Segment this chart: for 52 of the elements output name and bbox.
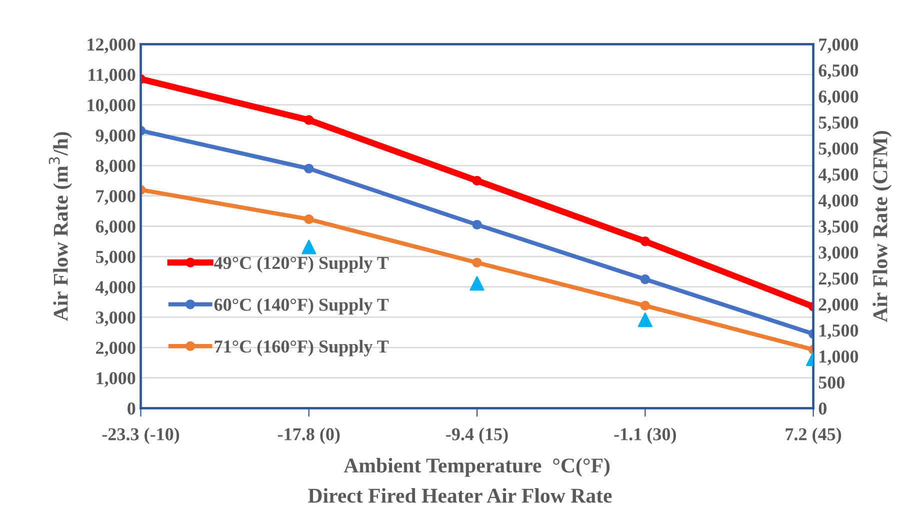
y-tick-label: 2,000 xyxy=(96,342,136,357)
point xyxy=(472,176,482,186)
y2-tick-label: 1,000 xyxy=(820,350,858,366)
x-axis-title: Ambient Temperature °C(°F) xyxy=(344,458,610,477)
y-tick-label: 1,000 xyxy=(96,372,136,387)
x-tick-label: -17.8 (0) xyxy=(278,428,340,444)
y2-tick-label: 4,000 xyxy=(818,194,858,210)
legend-label: 60°C (140°F) Supply T xyxy=(214,298,389,315)
y-tick-label: 5,000 xyxy=(96,250,136,266)
y-tick-label: 3,000 xyxy=(96,311,136,326)
point xyxy=(472,220,482,230)
y-tick-label: 7,000 xyxy=(96,190,136,205)
y-tick-label: 4,000 xyxy=(96,281,136,296)
y2-tick-label: 2,500 xyxy=(818,272,858,288)
x-tick-label: -23.3 (-10) xyxy=(102,428,180,444)
y-tick-label: 0 xyxy=(128,402,136,415)
point xyxy=(470,276,484,291)
y2-tick-label: 500 xyxy=(818,376,845,389)
point xyxy=(304,164,314,174)
y2-tick-label: 0 xyxy=(818,402,826,415)
legend-label: 71°C (160°F) Supply T xyxy=(214,340,389,356)
point xyxy=(304,115,314,125)
legend-label: 49°C (120°F) Supply T xyxy=(214,256,389,273)
y-tick-label: 9,000 xyxy=(96,129,136,144)
y-tick-label: 10,000 xyxy=(88,99,136,114)
y2-tick-label: 5,000 xyxy=(818,142,858,158)
point xyxy=(302,240,316,254)
y-tick-label: 8,000 xyxy=(96,160,136,175)
y-tick-label: 11,000 xyxy=(88,68,136,84)
y2-tick-label: 3,500 xyxy=(818,220,858,236)
y-axis-title: Air Flow Rate (m$^{3}$/h) xyxy=(48,132,72,321)
point xyxy=(640,300,650,311)
point xyxy=(640,236,650,246)
y2-tick-label: 6,000 xyxy=(818,90,858,106)
y2-axis-title: Air Flow Rate (CFM) xyxy=(872,130,892,322)
point xyxy=(638,312,652,328)
text: Direct Fired Heater Air Flow Rate xyxy=(308,488,612,503)
y-tick-label: 12,000 xyxy=(88,38,136,54)
x-tick-label: -9.4 (15) xyxy=(446,428,508,444)
point xyxy=(640,274,650,284)
y-tick-label: 6,000 xyxy=(96,220,136,236)
x-tick-label: -1.1 (30) xyxy=(614,428,676,444)
x-tick-label: 7.2 (45) xyxy=(786,428,842,444)
y2-tick-label: 3,000 xyxy=(818,246,858,262)
point xyxy=(304,214,314,224)
point xyxy=(472,258,482,268)
y2-tick-label: 7,000 xyxy=(819,38,858,54)
y2-tick-label: 2,000 xyxy=(818,298,858,314)
y2-tick-label: 1,500 xyxy=(820,324,858,340)
y2-tick-label: 5,500 xyxy=(818,116,858,132)
y2-tick-label: 4,500 xyxy=(818,168,858,184)
y2-tick-label: 6,500 xyxy=(818,64,858,80)
